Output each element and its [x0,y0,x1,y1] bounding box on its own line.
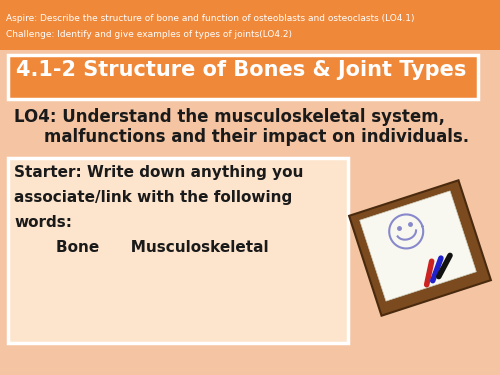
FancyBboxPatch shape [0,0,500,50]
Text: Bone      Musculoskeletal: Bone Musculoskeletal [14,240,268,255]
Text: LO4: Understand the musculoskeletal system,: LO4: Understand the musculoskeletal syst… [14,108,445,126]
Text: Challenge: Identify and give examples of types of joints(LO4.2): Challenge: Identify and give examples of… [6,30,292,39]
Text: malfunctions and their impact on individuals.: malfunctions and their impact on individ… [44,128,469,146]
Polygon shape [360,191,476,301]
Text: 4.1-2 Structure of Bones & Joint Types: 4.1-2 Structure of Bones & Joint Types [16,60,466,80]
Text: words:: words: [14,215,72,230]
Text: Aspire: Describe the structure of bone and function of osteoblasts and osteoclas: Aspire: Describe the structure of bone a… [6,14,414,23]
Text: associate/link with the following: associate/link with the following [14,190,292,205]
FancyBboxPatch shape [8,55,478,99]
FancyBboxPatch shape [8,158,348,343]
Text: Starter: Write down anything you: Starter: Write down anything you [14,165,304,180]
Polygon shape [349,180,491,316]
